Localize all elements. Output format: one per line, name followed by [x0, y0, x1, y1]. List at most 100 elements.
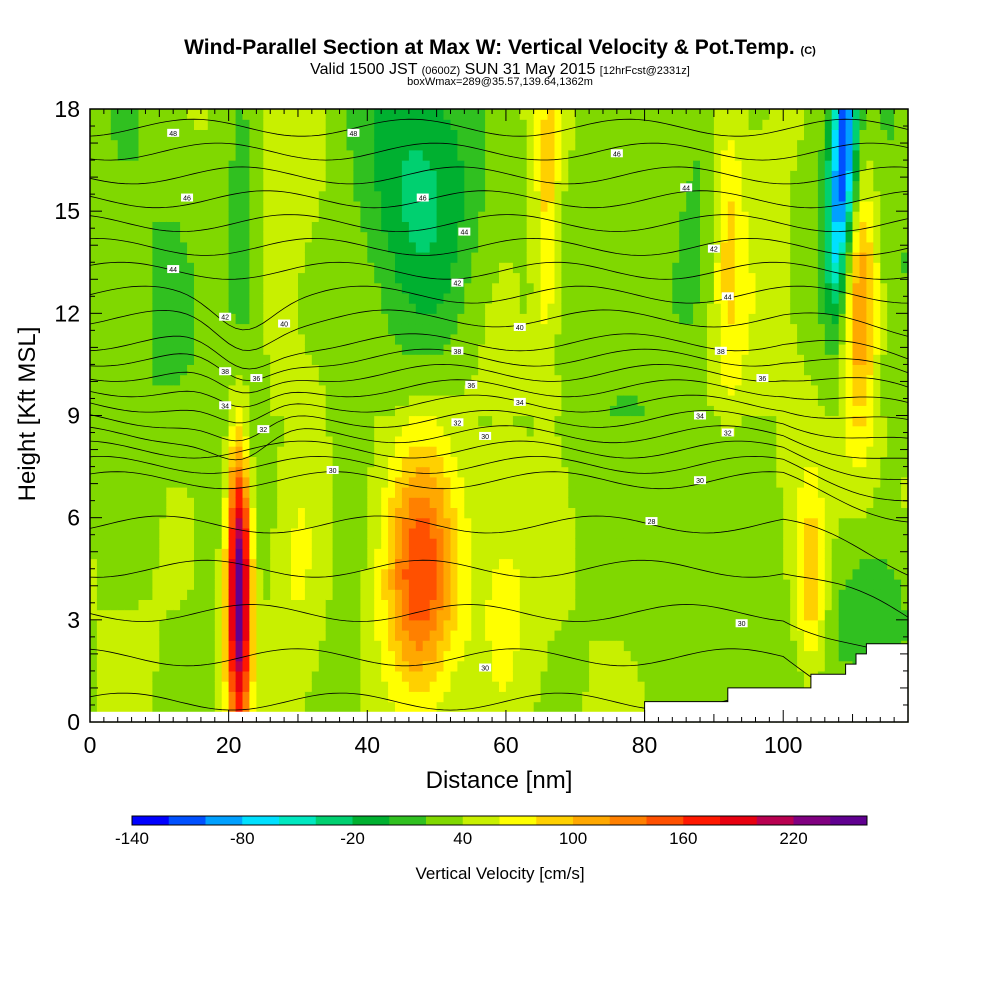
velocity-cell	[367, 252, 375, 263]
velocity-cell	[561, 589, 569, 600]
velocity-cell	[117, 211, 126, 222]
velocity-cell	[554, 364, 562, 376]
velocity-cell	[395, 538, 403, 549]
velocity-cell	[263, 538, 271, 549]
velocity-cell	[623, 681, 632, 692]
velocity-cell	[291, 109, 299, 120]
velocity-cell	[131, 292, 140, 304]
velocity-cell	[180, 670, 188, 682]
velocity-cell	[658, 221, 666, 233]
velocity-cell	[346, 558, 354, 570]
velocity-cell	[533, 609, 542, 621]
velocity-cell	[651, 395, 659, 406]
velocity-cell	[346, 466, 354, 478]
velocity-cell	[429, 599, 438, 611]
velocity-cell	[644, 497, 653, 508]
velocity-cell	[228, 221, 237, 233]
velocity-cell	[401, 119, 410, 130]
velocity-cell	[346, 262, 354, 274]
velocity-cell	[304, 262, 313, 274]
velocity-cell	[395, 619, 403, 631]
velocity-cell	[505, 231, 514, 243]
velocity-cell	[207, 149, 216, 161]
velocity-cell	[464, 384, 472, 396]
velocity-cell	[436, 640, 445, 652]
velocity-cell	[568, 660, 576, 672]
velocity-cell	[187, 323, 195, 335]
velocity-cell	[388, 231, 396, 243]
velocity-cell	[471, 650, 479, 662]
velocity-cell	[589, 650, 597, 662]
velocity-cell	[298, 272, 306, 284]
velocity-cell	[519, 415, 528, 427]
velocity-cell	[554, 180, 562, 192]
velocity-cell	[318, 691, 327, 703]
velocity-cell	[110, 558, 119, 570]
velocity-cell	[235, 292, 244, 304]
velocity-cell	[277, 313, 285, 325]
velocity-cell	[554, 303, 562, 314]
velocity-cell	[367, 160, 375, 171]
velocity-cell	[623, 109, 632, 120]
velocity-cell	[561, 139, 569, 151]
velocity-cell	[575, 344, 583, 355]
velocity-cell	[152, 129, 160, 141]
velocity-cell	[277, 405, 285, 417]
velocity-cell	[512, 538, 521, 549]
velocity-cell	[242, 609, 250, 621]
velocity-cell	[124, 558, 133, 570]
velocity-cell	[485, 282, 493, 294]
velocity-cell	[575, 497, 583, 508]
velocity-cell	[381, 395, 389, 406]
velocity-cell	[422, 109, 431, 120]
velocity-cell	[367, 487, 375, 498]
velocity-cell	[228, 589, 237, 600]
velocity-cell	[415, 119, 424, 130]
velocity-cell	[630, 640, 639, 652]
velocity-cell	[311, 650, 320, 662]
velocity-cell	[110, 630, 119, 641]
velocity-cell	[367, 405, 375, 417]
velocity-cell	[96, 384, 105, 396]
velocity-cell	[194, 660, 202, 672]
velocity-cell	[270, 200, 278, 212]
velocity-cell	[117, 241, 126, 253]
velocity-cell	[443, 344, 451, 355]
velocity-cell	[533, 497, 542, 508]
velocity-cell	[263, 630, 271, 641]
velocity-cell	[568, 313, 576, 325]
velocity-cell	[644, 466, 653, 478]
velocity-cell	[388, 333, 396, 345]
velocity-cell	[298, 548, 306, 560]
velocity-cell	[651, 405, 659, 417]
velocity-cell	[277, 262, 285, 274]
velocity-cell	[471, 323, 479, 335]
velocity-cell	[492, 364, 500, 376]
velocity-cell	[263, 670, 271, 682]
velocity-cell	[332, 548, 341, 560]
velocity-cell	[623, 415, 632, 427]
velocity-cell	[644, 660, 653, 672]
velocity-cell	[367, 538, 375, 549]
velocity-cell	[630, 119, 639, 130]
velocity-cell	[408, 681, 417, 692]
velocity-cell	[637, 354, 646, 365]
velocity-cell	[291, 292, 299, 304]
velocity-cell	[311, 681, 320, 692]
velocity-cell	[131, 149, 140, 161]
velocity-cell	[207, 119, 216, 130]
velocity-cell	[478, 640, 486, 652]
velocity-cell	[298, 589, 306, 600]
velocity-cell	[575, 435, 583, 447]
velocity-cell	[291, 415, 299, 427]
velocity-cell	[388, 211, 396, 222]
velocity-cell	[415, 466, 424, 478]
velocity-cell	[374, 640, 382, 652]
velocity-cell	[110, 395, 119, 406]
velocity-cell	[360, 466, 368, 478]
velocity-cell	[249, 180, 257, 192]
velocity-cell	[318, 180, 327, 192]
velocity-cell	[526, 170, 535, 182]
velocity-cell	[609, 313, 618, 325]
velocity-cell	[561, 681, 569, 692]
